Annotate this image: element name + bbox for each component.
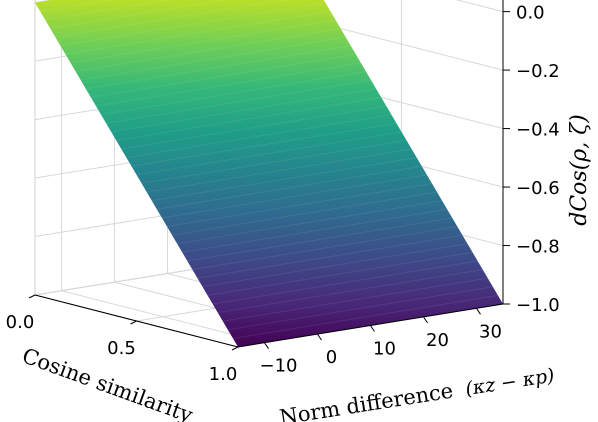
surface-mesh-line bbox=[166, 182, 433, 227]
surface-mesh-line bbox=[126, 114, 392, 159]
surface-group bbox=[35, 0, 503, 347]
surface-mesh-line bbox=[197, 234, 463, 279]
surface-mesh-line bbox=[161, 174, 427, 219]
surface-mesh-line bbox=[156, 165, 422, 210]
surface-mesh-line bbox=[222, 277, 488, 322]
y-tick-label: 0 bbox=[326, 347, 337, 368]
surface-mesh-line bbox=[105, 79, 372, 124]
y-tick-mark bbox=[476, 308, 481, 315]
grid-line-z-right bbox=[455, 0, 504, 13]
surface-mesh-line bbox=[121, 105, 387, 150]
surface-mesh-line bbox=[45, 0, 171, 21]
surface-mesh-line bbox=[75, 28, 341, 72]
surface-mesh-line bbox=[207, 251, 473, 296]
surface-mesh-line bbox=[131, 122, 397, 167]
z-tick-label: 0.0 bbox=[516, 3, 545, 24]
surface-mesh-line bbox=[90, 53, 356, 98]
surface-mesh-line bbox=[60, 2, 326, 47]
x-tick-label: 0.5 bbox=[107, 338, 136, 359]
surface-mesh-line bbox=[182, 208, 448, 253]
y-axis-label-math: (κz − κp) bbox=[464, 364, 556, 400]
y-tick-mark bbox=[317, 333, 322, 341]
z-tick-label: −0.8 bbox=[516, 237, 560, 258]
z-tick-label: −0.4 bbox=[516, 120, 560, 141]
surface-mesh-line bbox=[50, 0, 229, 29]
surface-mesh-line bbox=[100, 71, 367, 116]
surface-mesh-line bbox=[95, 62, 361, 107]
surface-mesh-line bbox=[192, 226, 458, 271]
surface-mesh-line bbox=[39, 0, 113, 12]
x-tick-label: 1.0 bbox=[209, 364, 238, 385]
surface-mesh-line bbox=[70, 19, 336, 64]
y-tick-mark bbox=[370, 325, 375, 332]
surface-mesh-line bbox=[232, 294, 499, 339]
surface-mesh-line bbox=[116, 96, 382, 141]
y-tick-mark bbox=[423, 316, 428, 324]
axes-group bbox=[28, 0, 510, 351]
x-tick-mark bbox=[28, 294, 36, 299]
surface-mesh-line bbox=[65, 10, 331, 55]
surface-mesh-line bbox=[111, 88, 377, 133]
surface-mesh-line bbox=[171, 191, 438, 236]
surface-mesh-line bbox=[85, 45, 351, 90]
z-axis-label: dCos(ρ, ζ) bbox=[567, 114, 592, 225]
surface-mesh-line bbox=[151, 157, 417, 202]
x-tick-label: 0.0 bbox=[6, 312, 35, 333]
x-tick-mark bbox=[130, 320, 137, 325]
surface-mesh-line bbox=[202, 243, 468, 288]
y-axis-label: Norm difference (κz − κp) bbox=[278, 362, 556, 422]
z-tick-label: −1.0 bbox=[516, 295, 560, 316]
y-tick-label: 30 bbox=[479, 321, 502, 342]
y-axis-label-text: Norm difference bbox=[278, 379, 455, 422]
surface-mesh-line bbox=[227, 286, 493, 331]
z-tick-label: −0.6 bbox=[516, 178, 560, 199]
surface-mesh-line bbox=[146, 148, 412, 193]
surface-plane bbox=[35, 0, 503, 347]
y-tick-label: 20 bbox=[426, 330, 449, 351]
y-tick-label: −10 bbox=[260, 356, 298, 377]
y-tick-label: 10 bbox=[373, 339, 396, 360]
surface-mesh-line bbox=[55, 0, 287, 38]
tick-label-group: 0.0 0.5 1.0 −10 0 10 20 30 0.0 −0.2 −0.4 −0.6 −0.8 −1… bbox=[6, 3, 560, 385]
z-tick-label: −0.2 bbox=[516, 61, 560, 82]
surface-mesh-line bbox=[217, 269, 483, 314]
surface-mesh-line bbox=[80, 36, 346, 81]
surface-mesh-line bbox=[177, 200, 443, 245]
surface-mesh-line bbox=[136, 131, 402, 176]
x-tick-mark bbox=[231, 346, 239, 351]
surface-mesh-line bbox=[212, 260, 478, 305]
surface-mesh-line bbox=[141, 139, 407, 184]
surface-mesh-line bbox=[187, 217, 453, 262]
y-tick-mark bbox=[264, 342, 269, 349]
